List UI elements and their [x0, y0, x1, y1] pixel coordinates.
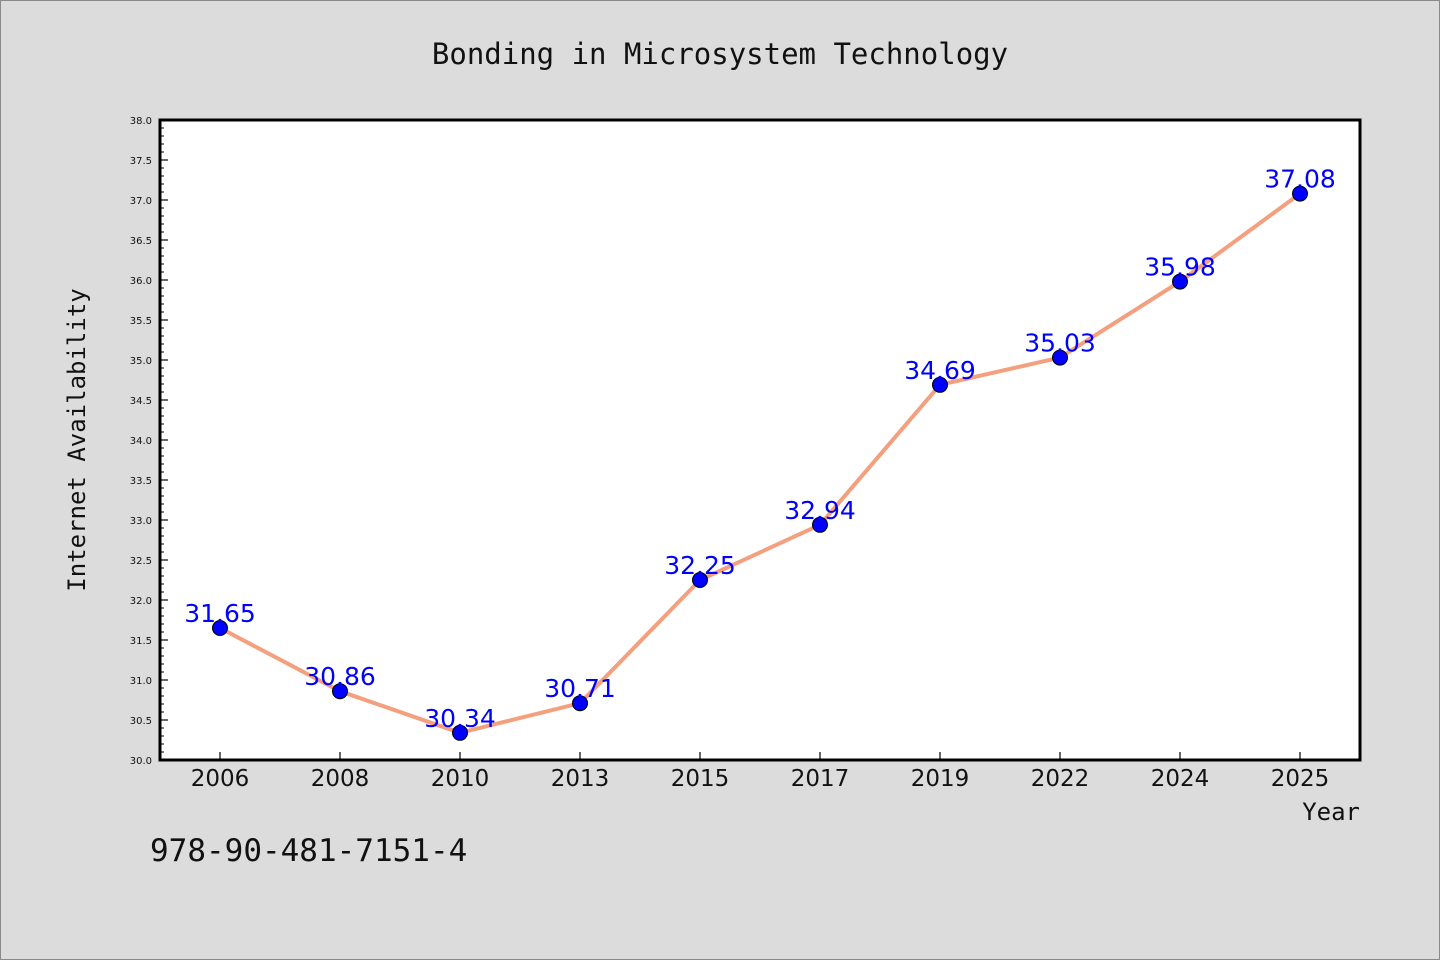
data-labels: 31.65 30.86 30.34 30.71 32.25 32.94 34.69 35.03…: [184, 165, 1336, 733]
data-label: 30.86: [304, 662, 376, 691]
data-point: [932, 376, 948, 393]
series-line: [218, 191, 1302, 735]
y-tick-label: 30.0: [130, 756, 152, 767]
y-tick-label: 31.5: [130, 636, 152, 647]
chart-title: Bonding in Microsystem Technology: [432, 37, 1008, 71]
y-tick-label: 35.5: [130, 316, 152, 327]
y-tick-label: 37.5: [130, 156, 152, 167]
data-label: 34.69: [904, 356, 976, 385]
y-tick-label: 36.0: [130, 276, 152, 287]
y-tick-label: 34.5: [130, 396, 152, 407]
data-label: 30.71: [544, 674, 616, 703]
y-tick-label: 35.0: [130, 356, 152, 367]
x-axis-label: Year: [1302, 798, 1360, 826]
data-label: 35.98: [1144, 253, 1216, 282]
y-tick-label: 33.0: [130, 516, 152, 527]
series-line-group: [218, 191, 1302, 735]
data-point: [1292, 185, 1308, 202]
data-label: 31.65: [184, 599, 256, 628]
data-label: 32.25: [664, 551, 736, 580]
data-label: 35.03: [1024, 329, 1096, 358]
y-tick-label: 38.0: [130, 116, 152, 127]
x-tick-label: 2015: [671, 766, 730, 792]
data-point: [812, 516, 828, 533]
data-label: 37.08: [1264, 165, 1336, 194]
x-tick-label: 2010: [431, 766, 490, 792]
y-tick-label: 31.0: [130, 676, 152, 687]
data-point: [332, 683, 348, 700]
x-tick-label: 2024: [1151, 766, 1210, 792]
x-tick-label: 2025: [1271, 766, 1330, 792]
y-tick-label: 34.0: [130, 436, 152, 447]
data-point: [572, 695, 588, 712]
plot-area: [158, 118, 1362, 762]
data-point: [1052, 349, 1068, 366]
data-point: [692, 572, 708, 588]
y-tick-label: 32.5: [130, 556, 152, 567]
y-tick-label: 33.5: [130, 476, 152, 487]
x-tick-label: 2017: [791, 766, 850, 792]
series-points: [212, 185, 1308, 741]
x-axis: 2006 2008 2010 2013 2015 2017 2019 2022 2024 2025: [191, 752, 1330, 792]
y-axis-label: Internet Availability: [63, 288, 91, 591]
x-tick-label: 2008: [311, 766, 370, 792]
x-tick-label: 2019: [911, 766, 970, 792]
data-label: 30.34: [424, 704, 496, 733]
x-tick-label: 2006: [191, 766, 250, 792]
isbn-text: 978-90-481-7151-4: [150, 833, 468, 869]
x-tick-label: 2022: [1031, 766, 1090, 792]
data-point: [212, 620, 228, 636]
data-point: [452, 724, 468, 741]
y-tick-label: 30.5: [130, 716, 152, 727]
y-axis: 30.0 30.5 31.0 31.5 32.0 32.5 33.0 33.5 34.0 34.5…: [130, 116, 168, 767]
y-tick-label: 36.5: [130, 236, 152, 247]
y-tick-label: 37.0: [130, 196, 152, 207]
y-tick-label: 32.0: [130, 596, 152, 607]
data-point: [1172, 273, 1188, 290]
data-label: 32.94: [784, 496, 856, 525]
x-tick-label: 2013: [551, 766, 610, 792]
